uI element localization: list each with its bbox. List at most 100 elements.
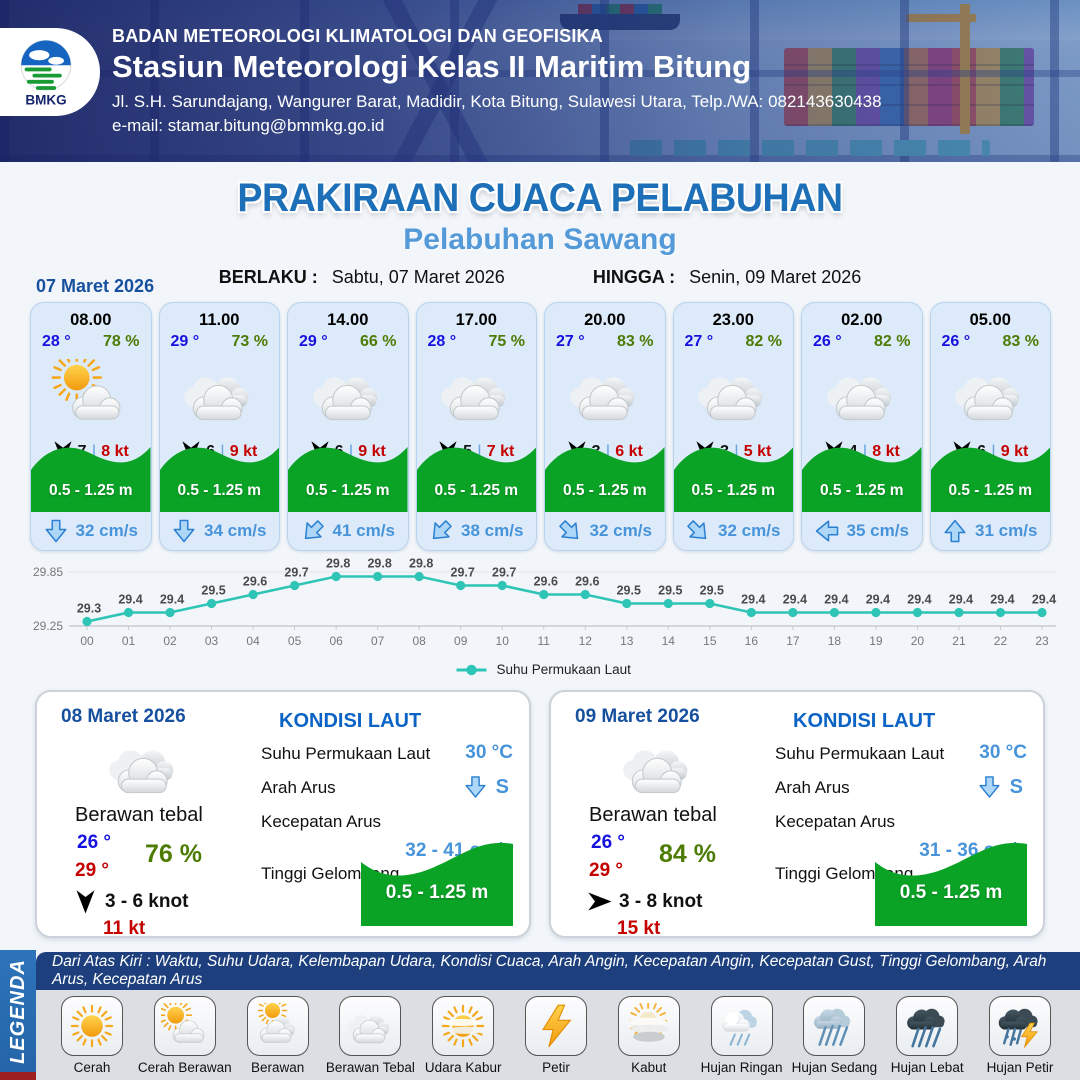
legend-red-cap [0,1072,36,1080]
wave-height: 0.5 - 1.25 m [305,482,390,499]
wave-shape [159,447,279,512]
svg-text:07: 07 [371,634,385,648]
daily-wind-range: 3 - 6 knot [105,890,189,912]
current-direction-icon-se [552,513,587,548]
daily-wind-gust: 11 kt [103,918,146,939]
current-speed: 41 cm/s [332,521,395,540]
current-direction-icon-w [814,519,840,543]
svg-text:14: 14 [662,634,676,648]
wave-height-band: 0.5 - 1.25 m [361,834,513,926]
air-temperature: 28 ° [42,333,71,350]
humidity: 66 % [360,333,397,350]
svg-text:BMKG: BMKG [25,93,66,108]
daily-wind-range: 3 - 8 knot [619,890,703,912]
bmkg-logo: BMKG [0,28,100,116]
wind-gust: 9 kt [1000,443,1029,460]
current-speed-label: Kecepatan Arus [775,812,896,831]
daily-forecast-row: 08 Maret 2026 Berawan tebal 26 ° 29 ° 76… [35,690,1045,939]
daily-temp-min: 26 ° [591,832,626,853]
forecast-card: 11.00 29 ° 73 % 6 | 9 kt 0.5 - 1.25 m [158,302,280,551]
svg-text:29.4: 29.4 [1032,593,1056,607]
svg-text:29.8: 29.8 [409,557,433,571]
daily-wind-direction-icon [586,891,613,912]
sea-conditions-title: KONDISI LAUT [793,710,936,732]
current-direction-label: Arah Arus [775,778,850,797]
legend-item-label: Udara Kabur [424,1060,502,1075]
svg-text:13: 13 [620,634,634,648]
svg-text:15: 15 [703,634,717,648]
daily-humidity: 76 % [145,840,202,868]
svg-text:29.6: 29.6 [243,575,267,589]
wave-shape [288,447,408,512]
svg-text:29.7: 29.7 [492,566,516,580]
forecast-card: 20.00 27 ° 83 % 3 | 6 kt 0.5 - 1.25 m [544,302,666,551]
forecast-card: 08.00 28 ° 78 % 7 | 8 kt 0.5 - 1.25 m [30,302,152,551]
legend-item-label: Hujan Ringan [700,1060,783,1075]
wave-height: 0.5 - 1.25 m [948,482,1033,499]
daily-condition: Berawan tebal [75,804,203,826]
hourly-forecast-row: 08.00 28 ° 78 % 7 | 8 kt 0.5 - 1.25 m [30,302,1052,551]
weather-icon [563,359,647,429]
svg-text:02: 02 [163,634,177,648]
humidity: 83 % [1002,333,1039,350]
current-speed: 32 cm/s [718,521,781,540]
hujan-lebat-icon [903,1003,951,1049]
weather-icon [434,359,518,429]
station-address: Jl. S.H. Sarundajang, Wangurer Barat, Ma… [112,92,882,111]
svg-text:29.5: 29.5 [658,584,682,598]
sea-conditions-title: KONDISI LAUT [279,710,422,732]
legend-footer: LEGENDA Dari Atas Kiri : Waktu, Suhu Uda… [0,950,1080,1080]
forecast-time: 05.00 [969,311,1011,329]
legend-item-label: Berawan [250,1060,305,1075]
validity-row: BERLAKU : Sabtu, 07 Maret 2026 HINGGA : … [0,267,1080,288]
wind-separator: | [348,441,354,462]
current-direction-icon [978,774,1001,800]
udara-kabur-icon [439,1003,487,1049]
legend-item-label: Kabut [631,1060,667,1075]
valid-to-label: HINGGA : [592,267,676,287]
svg-text:01: 01 [122,634,136,648]
forecast-time: 17.00 [455,311,497,329]
wave-height: 0.5 - 1.25 m [177,482,262,499]
wind-separator: | [734,441,739,462]
legend-item: Hujan Lebat [881,996,973,1075]
sea-conditions-panel: KONDISI LAUT Suhu Permukaan Laut 30 °C A… [769,702,1027,928]
svg-text:16: 16 [745,634,759,648]
wave-shape [31,447,151,512]
weather-icon [49,359,133,429]
wave-height-band: 0.5 - 1.25 m [673,434,793,512]
berawan-icon [254,1003,302,1049]
air-temperature: 27 ° [684,333,714,350]
wind-gust: 8 kt [101,443,129,460]
legend-item: Udara Kabur [417,996,509,1075]
forecast-time: 02.00 [841,311,883,329]
svg-text:29.6: 29.6 [575,575,599,589]
forecast-card: 23.00 27 ° 82 % 3 | 5 kt 0.5 - 1.25 m [672,302,794,551]
forecast-time: 14.00 [327,311,369,329]
current-direction-icon-se [680,513,715,548]
current-speed: 32 cm/s [589,521,652,540]
legend-note: Dari Atas Kiri : Waktu, Suhu Udara, Kele… [36,952,1080,990]
hujan-ringan-icon [718,1003,766,1049]
wave-height-band: 0.5 - 1.25 m [288,434,408,512]
sst-label: Suhu Permukaan Laut [775,744,945,763]
current-direction-icon [464,774,487,800]
svg-text:29.4: 29.4 [949,593,973,607]
svg-text:21: 21 [952,634,966,648]
current-speed: 38 cm/s [461,521,524,540]
svg-text:29.4: 29.4 [741,593,765,607]
forecast-time: 11.00 [199,311,240,329]
valid-to-value: Senin, 09 Maret 2026 [689,267,862,287]
wind-separator: | [91,441,97,462]
svg-text:29.8: 29.8 [326,557,350,571]
sst-value: 30 °C [465,742,513,763]
wind-separator: | [862,441,868,462]
humidity: 73 % [231,333,268,350]
legend-item: Berawan [232,996,324,1075]
legend-item: Cerah [46,996,138,1075]
svg-text:29.5: 29.5 [201,584,225,598]
title-block: PRAKIRAAN CUACA PELABUHAN Pelabuhan Sawa… [0,162,1080,288]
wind-separator: | [991,441,996,462]
daily-temp-max: 29 ° [75,860,110,881]
svg-text:10: 10 [496,634,510,648]
